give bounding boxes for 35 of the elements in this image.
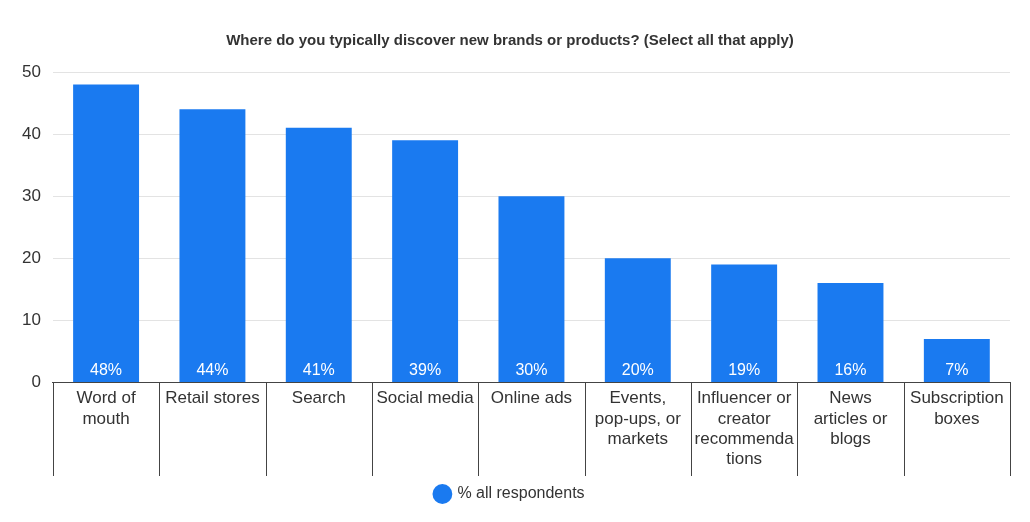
bar bbox=[285, 127, 352, 382]
legend-label: % all respondents bbox=[457, 484, 585, 502]
y-tick-label: 0 bbox=[31, 372, 41, 392]
x-tick-label: Subscription boxes bbox=[910, 388, 1004, 428]
x-tick-label: Search bbox=[291, 388, 346, 408]
y-tick-label: 30 bbox=[21, 185, 41, 205]
chart-title: Where do you typically discover new brands or products? (Select all that apply) bbox=[226, 31, 794, 49]
bar bbox=[73, 84, 140, 382]
x-tick-label: Online ads bbox=[490, 388, 573, 408]
x-tick-label: News articles or blogs bbox=[813, 388, 888, 449]
bar bbox=[923, 338, 990, 382]
data-label: 48% bbox=[90, 361, 123, 379]
data-label: 44% bbox=[196, 361, 229, 379]
y-tick-label: 40 bbox=[21, 123, 41, 143]
data-label: 7% bbox=[945, 361, 969, 379]
x-tick-label: Social media bbox=[376, 388, 475, 408]
bar bbox=[817, 283, 884, 382]
x-tick-label: Word of mouth bbox=[76, 388, 136, 428]
bar bbox=[179, 109, 246, 382]
x-tick-label: Influencer or creator recommendations bbox=[694, 388, 795, 469]
bar bbox=[711, 264, 778, 382]
y-tick-label: 20 bbox=[21, 247, 41, 267]
data-label: 16% bbox=[834, 361, 867, 379]
y-tick-label: 10 bbox=[21, 310, 41, 330]
bar bbox=[604, 258, 671, 382]
bar bbox=[392, 140, 459, 382]
data-label: 30% bbox=[515, 361, 548, 379]
bar bbox=[498, 196, 565, 382]
x-tick-label: Events, pop-ups, or markets bbox=[594, 388, 682, 449]
data-label: 39% bbox=[409, 361, 442, 379]
data-label: 20% bbox=[621, 361, 654, 379]
x-tick-label: Retail stores bbox=[165, 388, 260, 408]
y-tick-label: 50 bbox=[21, 61, 41, 81]
data-label: 19% bbox=[728, 361, 761, 379]
data-label: 41% bbox=[302, 361, 335, 379]
